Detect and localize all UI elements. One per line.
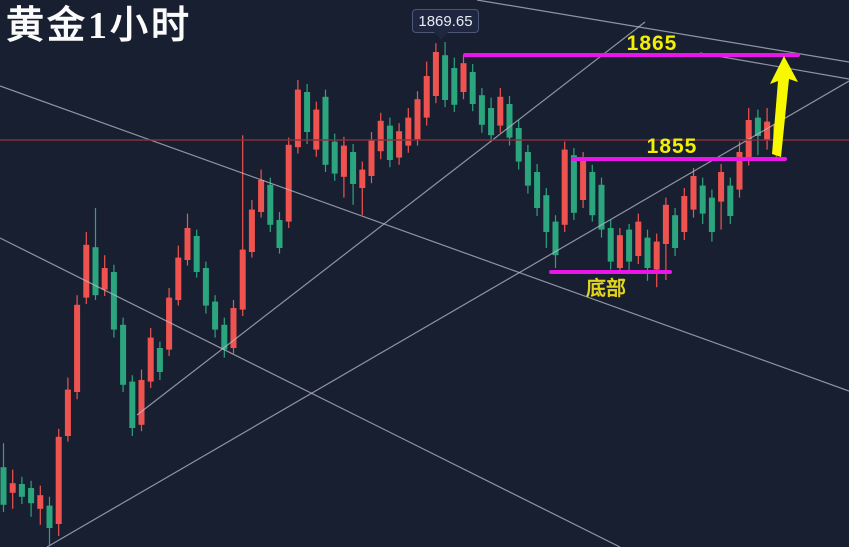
high-price-value: 1869.65 [418,12,473,30]
resistance-level-label: 1865 [626,32,678,55]
high-price-tooltip: 1869.65 [412,9,479,33]
candlestick-series [0,42,780,545]
up-arrow-annotation [770,56,798,157]
mid-support-level-label: 1855 [646,135,698,158]
tooltip-pointer [433,31,449,40]
chart-title: 黄金1小时 [6,5,193,47]
support-resistance-lines [463,53,800,274]
bottom-zone-label: 底部 [586,278,626,300]
